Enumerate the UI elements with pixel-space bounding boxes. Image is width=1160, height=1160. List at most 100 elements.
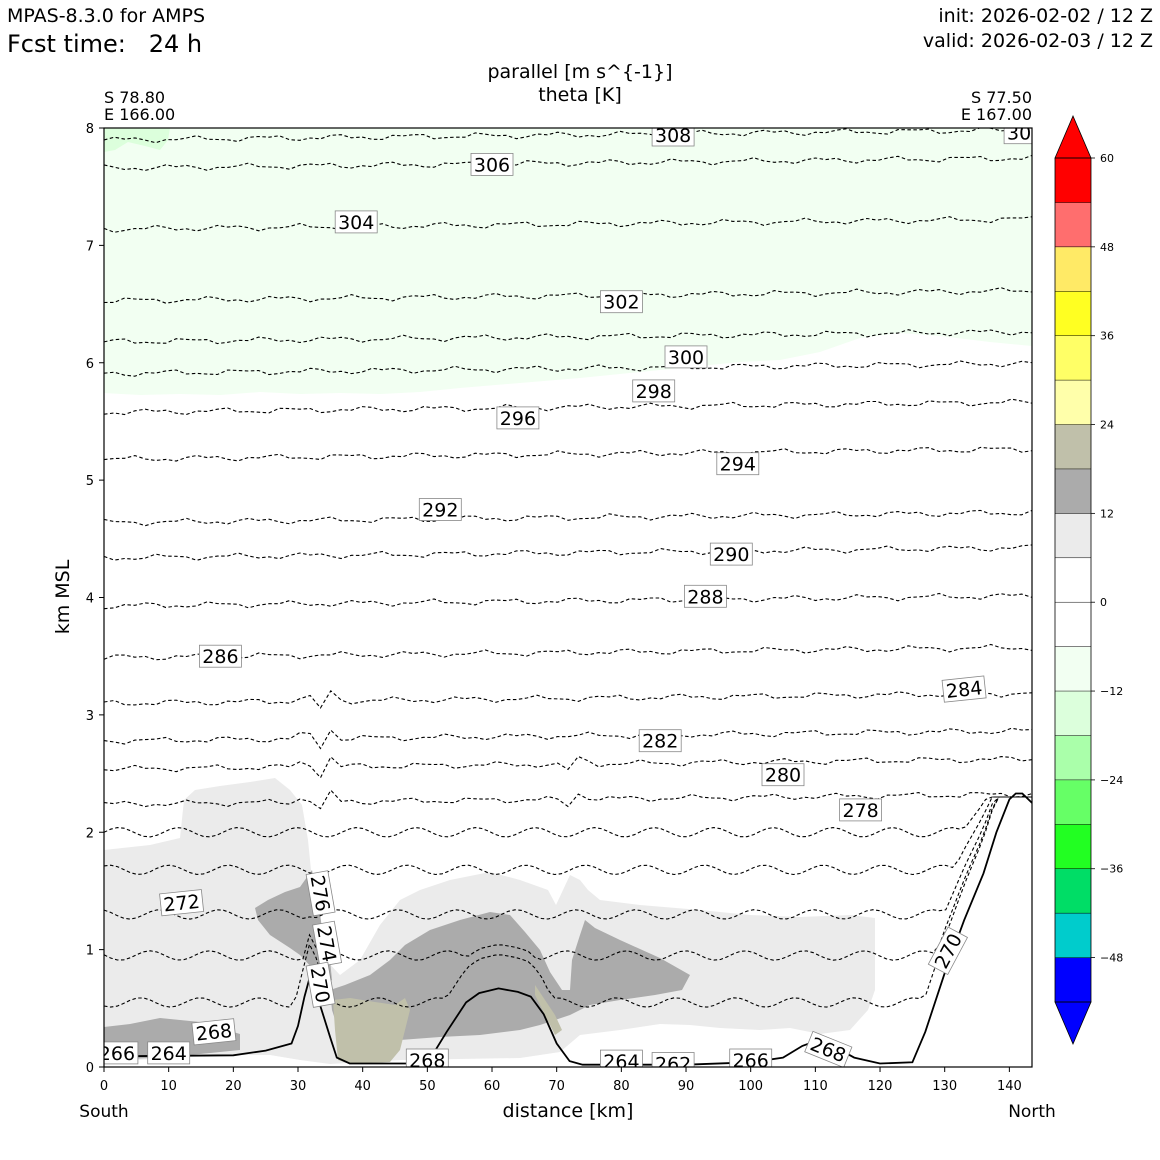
y-tick-label: 7 (86, 239, 94, 254)
y-axis-label: km MSL (52, 559, 74, 634)
contour-label: 30 (1003, 123, 1032, 145)
contour-label-text: 284 (945, 677, 983, 703)
theta-contour-294 (104, 446, 1032, 462)
contour-label: 298 (632, 379, 676, 403)
colorbar-min-extension (1054, 1001, 1092, 1046)
y-tick-label: 2 (86, 826, 94, 841)
contour-label-text: 266 (733, 1050, 769, 1072)
x-tick-label: 10 (160, 1079, 177, 1094)
south-label: South (79, 1102, 128, 1122)
contour-label-text: 268 (409, 1050, 445, 1072)
contour-label-text: 278 (842, 800, 878, 822)
x-tick-label: 120 (868, 1079, 893, 1094)
colorbar-segment (1055, 202, 1091, 248)
y-tick-label: 0 (86, 1061, 94, 1076)
contour-label-box (729, 1048, 773, 1067)
contour-label-box (305, 961, 336, 1008)
contour-label: 266 (729, 1048, 773, 1072)
contour-label-text: 300 (668, 347, 704, 369)
contour-label-text: 306 (474, 154, 510, 176)
contour-label-box (159, 889, 205, 917)
contour-label-box (312, 920, 343, 967)
contour-label: 272 (159, 889, 205, 917)
contour-label-box (651, 1052, 695, 1067)
y-tick-label: 5 (86, 474, 94, 489)
colorbar-segment (1055, 646, 1091, 692)
contour-label-box (600, 290, 643, 314)
colorbar-tick-label: 12 (1100, 507, 1114, 520)
contour-label: 266 (104, 1041, 139, 1065)
colorbar-tick-label: 60 (1100, 152, 1114, 165)
theta-contour-292 (104, 509, 1032, 527)
contour-label-box (941, 675, 987, 703)
y-tick-label: 8 (86, 122, 94, 137)
model-title: MPAS-8.3.0 for AMPS (7, 5, 205, 27)
contour-label: 294 (716, 452, 760, 476)
shade-dark-grey-mid (330, 912, 690, 1040)
colorbar-segment (1055, 868, 1091, 914)
forecast-time: Fcst time: 24 h (7, 30, 202, 58)
colorbar-tick-label: −12 (1100, 685, 1123, 698)
contour-label: 302 (600, 290, 643, 314)
colorbar-tick-label: −24 (1100, 774, 1123, 787)
contour-label-text: 304 (338, 212, 374, 234)
contour-label: 286 (198, 644, 242, 668)
theta-contour-280 (104, 755, 1032, 779)
contour-label-box (761, 763, 805, 787)
colorbar-frame (1054, 157, 1092, 1003)
x-tick-label: 40 (354, 1079, 371, 1094)
colorbar-tick-label: 0 (1100, 596, 1107, 609)
contour-label: 288 (684, 584, 727, 608)
y-axis: 0 1 2 3 4 5 6 7 8 (86, 122, 104, 1076)
contour-label-text: 296 (500, 408, 536, 430)
contour-label: 268 (191, 1018, 237, 1046)
contour-label-box (405, 1048, 449, 1067)
y-tick-label: 3 (86, 709, 94, 724)
theta-contour-306 (104, 154, 1032, 171)
chart-title: parallel [m s^{-1}] (487, 61, 672, 83)
x-tick-label: 100 (738, 1079, 763, 1094)
colorbar-segment (1055, 335, 1091, 381)
end-lon: E 167.00 (961, 105, 1032, 124)
contour-label-text: 294 (720, 454, 756, 476)
contour-label-box (709, 542, 753, 566)
theta-contour-284 (104, 689, 1032, 709)
contour-label-box (147, 1041, 191, 1065)
colorbar-segment (1055, 779, 1091, 825)
colorbar-segment (1055, 735, 1091, 781)
theta-contour-268 (104, 796, 1032, 1008)
contour-label: 290 (709, 542, 753, 566)
theta-contour-288 (104, 592, 1032, 610)
contour-label-box (600, 1049, 643, 1067)
theta-contour-304 (104, 216, 1032, 233)
contour-label-text: 308 (655, 125, 691, 147)
theta-contour-270 (104, 796, 1032, 961)
contour-label-box (716, 452, 760, 476)
contour-label-text: 298 (636, 381, 672, 403)
contour-label-text: 30 (1007, 123, 1031, 145)
colorbar-tick-label: −48 (1100, 952, 1123, 965)
colorbar-segment (1055, 557, 1091, 603)
colorbar-segment (1055, 158, 1091, 203)
low-theta-contours (104, 796, 1032, 1008)
contour-label-box (104, 1041, 139, 1065)
contour-label-box (638, 729, 682, 753)
colorbar-segment (1055, 913, 1091, 958)
colorbar-segment (1055, 602, 1091, 647)
x-tick-label: 70 (548, 1079, 565, 1094)
theta-contour-274 (104, 796, 1032, 876)
contour-label: 308 (651, 125, 695, 147)
theta-contour-296 (104, 398, 1032, 416)
x-tick-label: 140 (997, 1079, 1022, 1094)
start-lon: E 166.00 (104, 105, 175, 124)
contour-label-text: 288 (687, 586, 723, 608)
theta-contour-300 (104, 329, 1032, 345)
theta-contour-282 (104, 727, 1032, 750)
colorbar-segment (1055, 513, 1091, 559)
contour-label-box (684, 584, 727, 608)
colorbar: 60 48 36 24 12 0 −12 −24 −36 −48 (1054, 114, 1123, 1046)
contour-label-box (632, 379, 676, 403)
contour-label-box (334, 210, 378, 234)
contour-label: 296 (496, 406, 540, 430)
theta-contour-290 (104, 544, 1032, 561)
